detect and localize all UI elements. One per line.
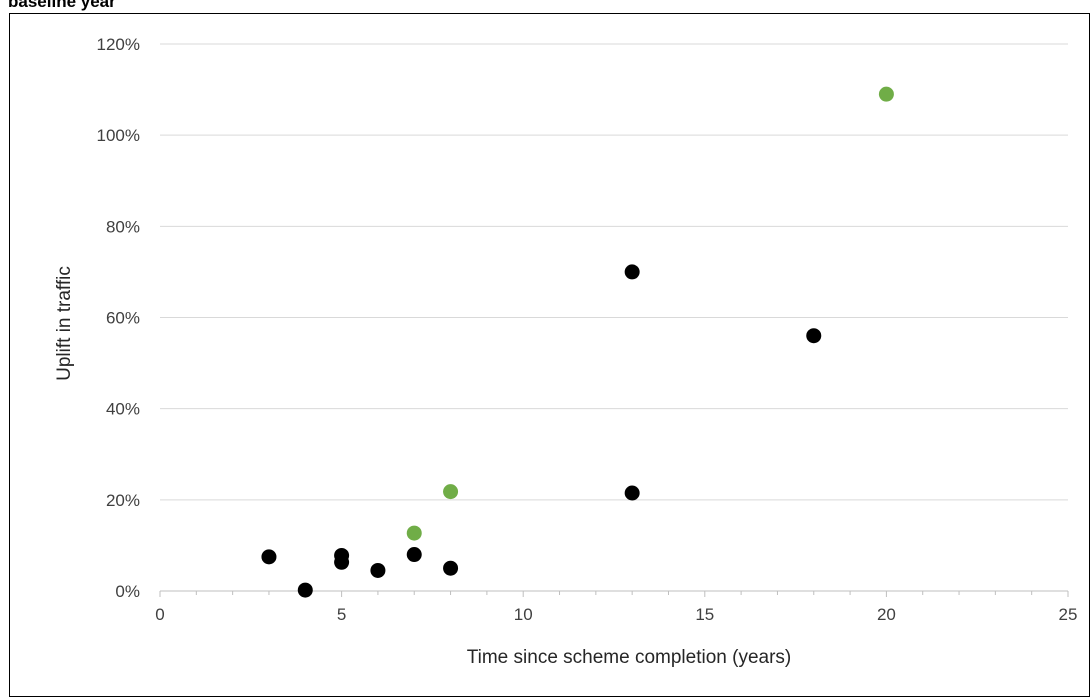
data-point-black (297, 582, 313, 598)
x-axis-title: Time since scheme completion (years) (467, 647, 792, 668)
data-point-black (261, 549, 277, 565)
chart-frame: 0 5 10 15 20 25 0% 20% 40% 60% 80% 100% 120% Time sin… (9, 13, 1090, 697)
y-tick-label: 80% (106, 217, 140, 236)
data-point-green (406, 525, 422, 541)
data-point-black (806, 328, 822, 344)
x-tick-label: 15 (695, 605, 714, 624)
data-point-green (443, 484, 459, 500)
heading-text: baseline year (8, 0, 116, 11)
x-tick-label: 10 (514, 605, 533, 624)
data-point-black (406, 547, 422, 563)
x-tick-label: 5 (337, 605, 346, 624)
x-tick-label: 0 (155, 605, 164, 624)
y-tick-label: 0% (115, 582, 140, 601)
data-point-green (878, 86, 894, 102)
y-tick-label: 100% (97, 126, 140, 145)
data-point-black (370, 562, 386, 578)
y-tick-label: 60% (106, 309, 140, 328)
data-point-black (624, 264, 640, 280)
data-point-black (334, 554, 350, 570)
x-tick-label: 20 (877, 605, 896, 624)
data-point-black (624, 485, 640, 501)
scatter-chart: 0 5 10 15 20 25 0% 20% 40% 60% 80% 100% 120% Time sin… (54, 35, 1078, 668)
data-point-black (443, 560, 459, 576)
y-axis-title: Uplift in traffic (54, 266, 75, 381)
x-tick-label: 25 (1059, 605, 1078, 624)
y-tick-label: 20% (106, 491, 140, 510)
y-tick-label: 40% (106, 400, 140, 419)
y-tick-label: 120% (97, 35, 140, 54)
